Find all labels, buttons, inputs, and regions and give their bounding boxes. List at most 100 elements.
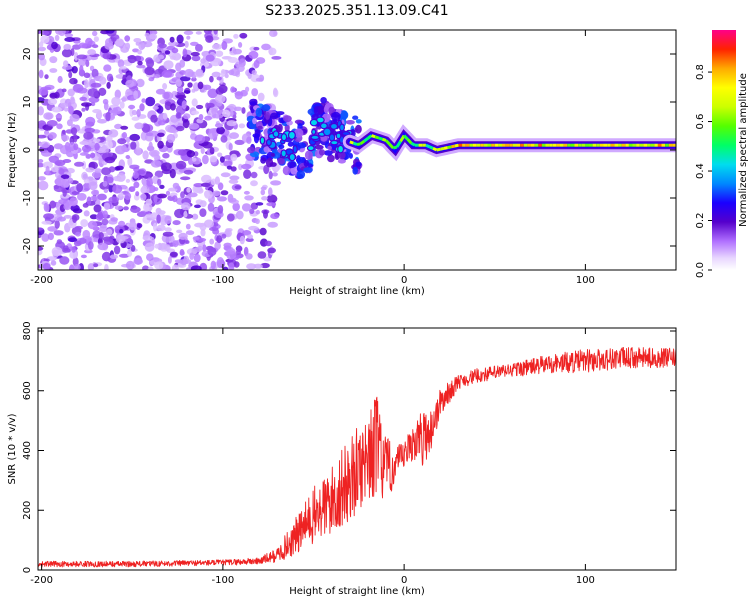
snr-x-axis-label: Height of straight line (km) [289,586,425,597]
noise-blob [48,132,57,140]
noise-blob [116,177,121,182]
transition-peak [339,123,346,132]
noise-blob [83,210,90,217]
noise-blob [172,220,181,226]
transition-peak [292,144,298,154]
transition-blob [260,157,267,164]
transition-blob [323,105,329,114]
noise-blob [264,240,272,247]
noise-blob [102,52,111,60]
noise-blob [154,243,160,249]
noise-blob [72,84,84,93]
noise-blob [223,160,233,167]
noise-blob [161,162,172,172]
noise-blob [224,73,229,79]
noise-blob [241,163,252,170]
noise-blob [152,106,159,110]
noise-blob [47,232,55,241]
noise-blob [193,247,202,253]
noise-blob [209,147,215,155]
noise-blob [103,64,112,72]
noise-blob [85,59,90,67]
noise-blob [248,50,259,59]
noise-blob [83,131,94,140]
noise-blob [41,233,50,242]
noise-blob [130,141,137,150]
noise-blob [268,47,277,56]
noise-blob [103,202,111,210]
noise-blob [38,134,47,139]
noise-blob [183,90,191,94]
noise-blob [48,155,59,163]
noise-blob [54,219,60,229]
transition-peak [306,145,315,152]
noise-blob [226,213,235,222]
noise-blob [51,106,62,113]
noise-blob [71,191,80,195]
noise-blob [106,135,113,142]
noise-blob [170,103,176,111]
transition-peak [337,144,345,154]
noise-blob [212,190,221,197]
noise-blob [38,53,45,61]
noise-blob [153,74,161,79]
noise-blob [115,234,126,244]
noise-blob [169,168,176,179]
noise-blob [202,84,212,91]
transition-blob [255,107,262,118]
noise-blob [87,88,99,98]
colorbar-tick-label: 0.6 [695,114,706,130]
snr-series [38,347,676,568]
noise-blob [104,156,116,164]
noise-blob [45,165,50,175]
noise-blob [113,245,121,255]
noise-blob [81,107,86,112]
transition-peak [329,122,339,130]
noise-blob [94,168,102,174]
noise-blob [84,127,96,133]
noise-blob [118,220,126,227]
noise-blob [251,88,259,97]
noise-blob [263,209,268,219]
noise-blob [232,202,240,212]
noise-blob [129,133,141,142]
transition-blob [314,144,324,150]
transition-peak [335,132,342,140]
noise-blob [162,83,168,90]
signal-core-segment [374,135,380,140]
spectrogram-frame [37,29,677,271]
noise-blob [63,44,71,50]
noise-blob [179,70,187,75]
noise-blob [228,262,235,270]
noise-blob [235,249,242,255]
noise-blob [226,120,237,127]
noise-blob [261,43,271,51]
noise-blob [49,92,58,99]
noise-blob [63,107,69,112]
noise-blob [40,30,50,36]
noise-blob [172,182,180,189]
noise-blob [132,48,140,53]
noise-blob [98,87,107,96]
noise-blob [142,235,153,241]
noise-blob [176,34,184,44]
noise-blob [246,263,257,270]
noise-blob [59,102,69,108]
transition-blob [294,119,303,125]
noise-blob [228,143,233,151]
noise-blob [128,104,136,110]
noise-blob [190,51,200,57]
noise-blob [222,109,231,118]
noise-blob [161,70,173,78]
noise-blob [200,147,205,154]
transition-blob [247,146,255,154]
noise-blob [222,266,229,270]
noise-blob [114,123,123,130]
noise-blob [134,122,144,130]
noise-blob [108,166,116,173]
noise-blob [135,191,140,197]
noise-blob [259,227,267,236]
noise-blob [97,242,109,251]
transition-peak [272,130,280,138]
noise-blob [129,164,140,170]
